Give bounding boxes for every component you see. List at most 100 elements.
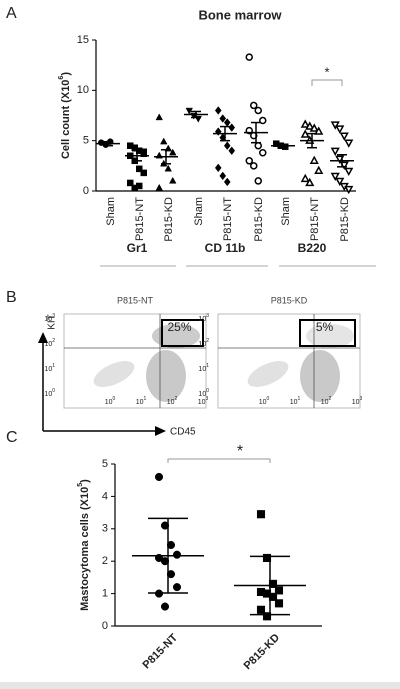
arrow-head — [38, 332, 48, 343]
plot-frame — [63, 313, 207, 409]
data-point — [164, 164, 172, 172]
data-point — [228, 123, 236, 132]
x-tick-label: 100 — [105, 396, 116, 406]
data-point — [127, 179, 134, 187]
y-axis-label-text: Cell count (X10 — [60, 80, 72, 159]
data-point — [274, 586, 284, 595]
cell-cloud — [300, 350, 340, 402]
x-tick-label: P815-NT — [141, 632, 181, 672]
data-point — [160, 521, 170, 530]
cell-cloud — [247, 361, 289, 387]
tick-exponent: 1 — [144, 396, 147, 402]
data-point — [344, 167, 354, 177]
data-point — [223, 177, 231, 187]
data-point — [300, 173, 310, 183]
data-point — [136, 165, 143, 173]
data-point — [172, 550, 182, 559]
tick-exponent: 3 — [206, 313, 209, 319]
x-tick-label: P815-NT — [309, 197, 321, 241]
y-tick-label: 0 — [83, 185, 89, 197]
x-tick-label: 101 — [290, 396, 301, 406]
tick-base: 10 — [198, 366, 206, 373]
y-tick-label: 100 — [44, 388, 55, 398]
cell-cloud — [152, 324, 200, 348]
data-point — [305, 177, 315, 187]
data-point — [185, 107, 193, 115]
data-point — [335, 177, 345, 187]
data-point — [339, 132, 349, 141]
panel-letter: A — [6, 5, 17, 22]
tick-exponent: 2 — [329, 396, 332, 402]
x-tick-label: Sham — [105, 197, 117, 226]
significance-label: * — [237, 443, 243, 460]
x-tick-label: P815-KD — [242, 632, 283, 673]
y-tick-label: 10 — [77, 84, 89, 96]
data-point — [160, 137, 168, 145]
y-tick-label: 103 — [44, 313, 55, 323]
tick-exponent: 2 — [175, 396, 178, 402]
data-point — [154, 472, 164, 482]
data-point — [268, 579, 278, 588]
tick-base: 10 — [167, 399, 175, 406]
y-axis-label: Mastocytoma cells (X105) — [77, 479, 91, 611]
panel-letter: C — [6, 429, 18, 446]
data-point — [259, 116, 267, 125]
data-point — [250, 162, 258, 170]
x-tick-label: Sham — [193, 197, 205, 226]
tick-exponent: 1 — [298, 396, 301, 402]
data-point — [268, 592, 278, 601]
tick-base: 10 — [198, 399, 206, 406]
y-tick-label: 103 — [198, 313, 209, 323]
y-tick-label: 15 — [77, 34, 89, 46]
y-tick-label: 101 — [44, 363, 55, 373]
data-point — [344, 185, 354, 195]
y-axis-label: KIT — [47, 314, 58, 330]
significance-bracket — [311, 79, 343, 86]
data-point — [155, 113, 163, 121]
tick-base: 10 — [352, 399, 360, 406]
y-tick-label: 4 — [102, 490, 108, 502]
data-point — [309, 155, 319, 164]
tick-base: 10 — [44, 391, 52, 398]
data-point — [223, 141, 231, 151]
data-point — [223, 118, 231, 127]
data-point — [262, 553, 272, 563]
cell-cloud — [93, 361, 135, 387]
data-point — [330, 147, 340, 156]
data-point — [330, 121, 340, 130]
data-point — [256, 510, 266, 519]
tick-base: 10 — [198, 341, 206, 348]
tick-base: 10 — [44, 341, 52, 348]
data-point — [274, 599, 284, 608]
tick-exponent: 0 — [206, 388, 209, 394]
y-axis-label-exponent: 5 — [77, 483, 84, 487]
data-point — [245, 53, 253, 61]
x-tick-label: P815-NT — [222, 197, 234, 241]
data-point — [140, 148, 147, 155]
y-axis-label-text: Mastocytoma cells (X10 — [79, 487, 91, 611]
data-point — [344, 139, 354, 148]
arrow-head — [155, 426, 166, 436]
panel-letter: B — [6, 289, 17, 306]
data-point — [228, 146, 236, 156]
y-tick-label: 100 — [198, 388, 209, 398]
chart-title: Bone marrow — [198, 7, 282, 22]
data-point — [254, 177, 262, 185]
tick-exponent: 2 — [206, 338, 209, 344]
data-point — [169, 148, 177, 156]
y-axis-label-end: ) — [79, 479, 91, 483]
x-tick-label: P815-KD — [163, 197, 175, 242]
plot-label: P815-KD — [271, 295, 308, 305]
x-tick-label: 103 — [352, 396, 363, 406]
tick-exponent: 3 — [52, 313, 55, 319]
data-point — [214, 106, 222, 115]
tick-exponent: 0 — [267, 396, 270, 402]
data-point — [169, 176, 177, 184]
data-point — [136, 182, 143, 190]
data-point — [140, 169, 147, 177]
x-tick-label: 102 — [167, 396, 178, 406]
tick-base: 10 — [198, 316, 206, 323]
tick-exponent: 0 — [52, 388, 55, 394]
tick-base: 10 — [290, 399, 298, 406]
gate-label: 5% — [316, 320, 334, 334]
